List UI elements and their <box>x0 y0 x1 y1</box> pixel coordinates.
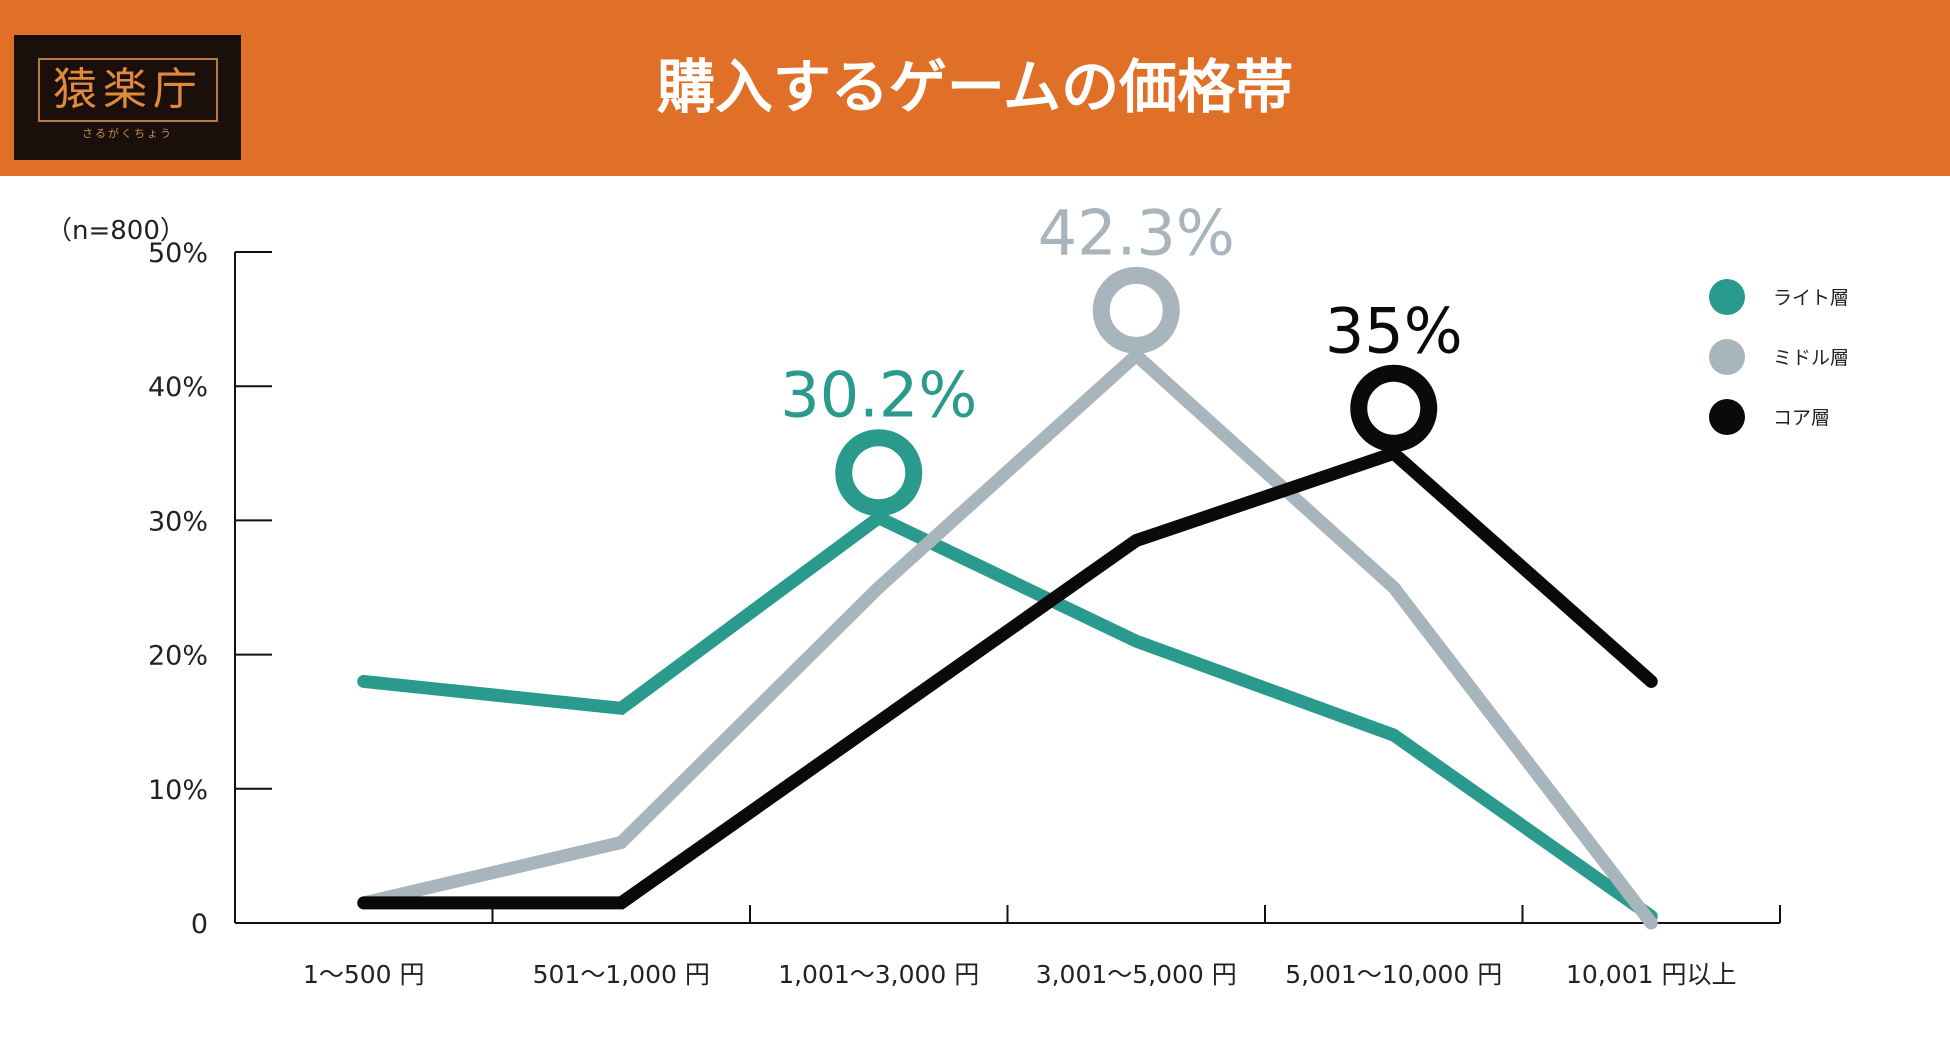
legend-label: コア層 <box>1773 407 1830 429</box>
x-tick-label: 3,001〜5,000 円 <box>1036 960 1237 989</box>
series-line <box>357 346 1658 930</box>
peak-label: 30.2% <box>780 359 977 432</box>
peak-label: 42.3% <box>1038 196 1235 269</box>
sample-size-note: （n=800） <box>46 216 186 246</box>
series-line <box>357 445 1658 910</box>
legend-swatch <box>1709 279 1745 315</box>
peak-marker <box>1092 266 1180 354</box>
peak-marker <box>835 429 923 517</box>
logo: 猿楽庁 さるがくちょう <box>14 35 241 160</box>
series-line <box>357 510 1658 923</box>
logo-subtext: さるがくちょう <box>82 127 173 140</box>
legend-label: ライト層 <box>1773 287 1849 309</box>
header-bar: 猿楽庁 さるがくちょう 購入するゲームの価格帯 <box>0 0 1950 176</box>
legend-swatch <box>1709 339 1745 375</box>
chart-title: 購入するゲームの価格帯 <box>656 53 1294 121</box>
y-tick-label: 10% <box>148 775 208 806</box>
y-tick-label: 0 <box>191 909 208 940</box>
legend-swatch <box>1709 399 1745 435</box>
logo-frame: 猿楽庁 <box>38 58 218 122</box>
y-tick-label: 40% <box>148 372 208 403</box>
x-tick-label: 10,001 円以上 <box>1566 960 1736 989</box>
x-tick-label: 5,001〜10,000 円 <box>1285 960 1502 989</box>
y-tick-label: 50% <box>148 238 208 269</box>
x-tick-label: 501〜1,000 円 <box>533 960 710 989</box>
logo-text: 猿楽庁 <box>53 64 203 115</box>
x-tick-label: 1,001〜3,000 円 <box>778 960 979 989</box>
peak-label: 35% <box>1325 294 1463 367</box>
legend-label: ミドル層 <box>1773 347 1849 369</box>
peak-marker <box>1350 364 1438 452</box>
y-tick-label: 30% <box>148 506 208 537</box>
x-tick-label: 1〜500 円 <box>303 960 425 989</box>
y-tick-label: 20% <box>148 641 208 672</box>
